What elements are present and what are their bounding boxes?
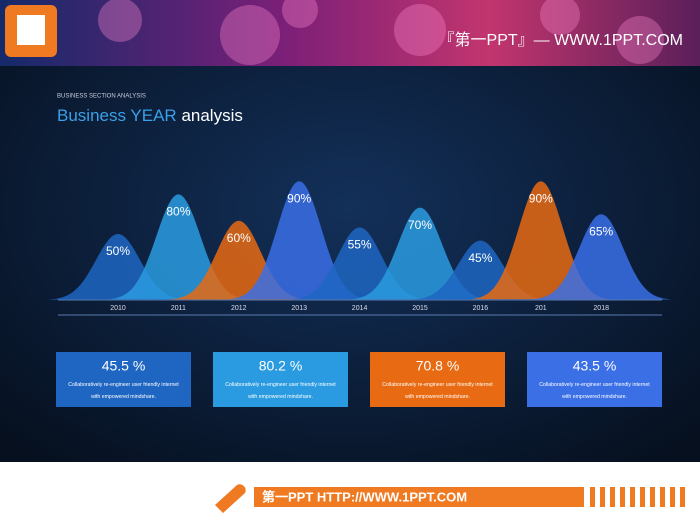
x-tick-label: 2016 <box>473 305 489 312</box>
bell-curve <box>531 214 672 300</box>
x-tick-label: 2012 <box>231 305 247 312</box>
card-text-line: with empowered mindshare. <box>405 394 470 400</box>
footer-bar <box>254 487 584 507</box>
card-text-line: with empowered mindshare. <box>248 394 313 400</box>
value-label: 90% <box>529 191 553 205</box>
title-rest: analysis <box>181 106 242 125</box>
card-text: Collaboratively re-engineer user friendl… <box>68 382 179 400</box>
pencil-icon <box>215 484 246 513</box>
card-text: Collaboratively re-engineer user friendl… <box>539 382 650 400</box>
card-value: 45.5 % <box>102 358 146 374</box>
card-value: 80.2 % <box>259 358 303 374</box>
x-tick-label: 201 <box>535 305 547 312</box>
card-value: 43.5 % <box>573 358 617 374</box>
chart-title: Business YEAR analysis <box>57 106 243 125</box>
value-label: 90% <box>287 191 311 205</box>
card-text-line: with empowered mindshare. <box>562 394 627 400</box>
card-value: 70.8 % <box>416 358 460 374</box>
card <box>527 352 662 407</box>
footer-stripes <box>590 487 685 507</box>
x-tick-label: 2014 <box>352 305 368 312</box>
value-label: 60% <box>227 231 251 245</box>
card-text-line: with empowered mindshare. <box>91 394 156 400</box>
value-label: 55% <box>348 238 372 252</box>
card-text-line: Collaboratively re-engineer user friendl… <box>382 382 493 388</box>
brand: 『第一PPT』— WWW.1PPT.COM <box>439 31 683 49</box>
header-band <box>0 0 700 66</box>
x-tick-label: 2015 <box>412 305 428 312</box>
card-text: Collaboratively re-engineer user friendl… <box>382 382 493 400</box>
logo-page <box>17 15 45 45</box>
card <box>213 352 348 407</box>
footer-text: 第一PPT HTTP://WWW.1PPT.COM <box>262 489 467 504</box>
x-tick-label: 2010 <box>110 305 126 312</box>
card-text-line: Collaboratively re-engineer user friendl… <box>539 382 650 388</box>
card-text-line: Collaboratively re-engineer user friendl… <box>68 382 179 388</box>
bokeh <box>98 0 664 65</box>
card-text: Collaboratively re-engineer user friendl… <box>225 382 336 400</box>
subtitle: BUSINESS SECTION ANALYSIS <box>57 94 146 100</box>
card <box>56 352 191 407</box>
x-tick-label: 2013 <box>291 305 307 312</box>
value-label: 65% <box>589 224 613 238</box>
value-label: 45% <box>468 251 492 265</box>
title-highlight: Business YEAR <box>57 106 177 125</box>
x-tick-label: 2011 <box>171 305 186 312</box>
value-label: 80% <box>166 205 190 219</box>
value-label: 70% <box>408 218 432 232</box>
card-text-line: Collaboratively re-engineer user friendl… <box>225 382 336 388</box>
value-label: 50% <box>106 244 130 258</box>
card <box>370 352 505 407</box>
x-tick-label: 2018 <box>593 305 609 312</box>
